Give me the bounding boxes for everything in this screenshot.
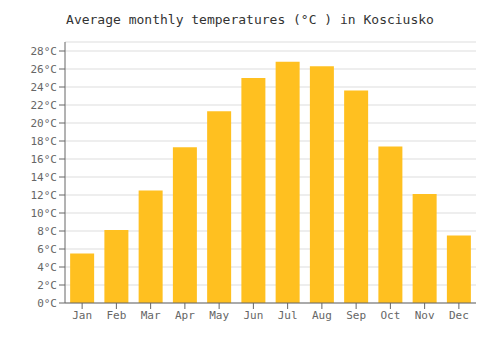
svg-text:0°C: 0°C (37, 297, 57, 310)
svg-text:Oct: Oct (380, 309, 400, 322)
svg-text:Jul: Jul (278, 309, 298, 322)
svg-text:2°C: 2°C (37, 279, 57, 292)
svg-text:18°C: 18°C (31, 135, 58, 148)
svg-text:12°C: 12°C (31, 189, 58, 202)
svg-text:Apr: Apr (175, 309, 195, 322)
svg-text:4°C: 4°C (37, 261, 57, 274)
svg-text:10°C: 10°C (31, 207, 58, 220)
svg-text:Aug: Aug (312, 309, 332, 322)
svg-text:Jan: Jan (72, 309, 92, 322)
svg-text:16°C: 16°C (31, 153, 58, 166)
html-text:Average monthly temperatures (: Average monthly temperatures (°C ) in Ko… (66, 12, 434, 27)
svg-text:28°C: 28°C (31, 45, 58, 58)
svg-text:14°C: 14°C (31, 171, 58, 184)
svg-text:May: May (209, 309, 229, 322)
svg-text:22°C: 22°C (31, 99, 58, 112)
svg-text:Nov: Nov (415, 309, 435, 322)
svg-text:24°C: 24°C (31, 81, 58, 94)
svg-text:6°C: 6°C (37, 243, 57, 256)
svg-text:26°C: 26°C (31, 63, 58, 76)
svg-text:Sep: Sep (346, 309, 366, 322)
svg-text:Dec: Dec (449, 309, 469, 322)
svg-text:8°C: 8°C (37, 225, 57, 238)
svg-text:Jun: Jun (243, 309, 263, 322)
svg-text:Feb: Feb (106, 309, 126, 322)
svg-text:Mar: Mar (141, 309, 161, 322)
svg-text:20°C: 20°C (31, 117, 58, 130)
